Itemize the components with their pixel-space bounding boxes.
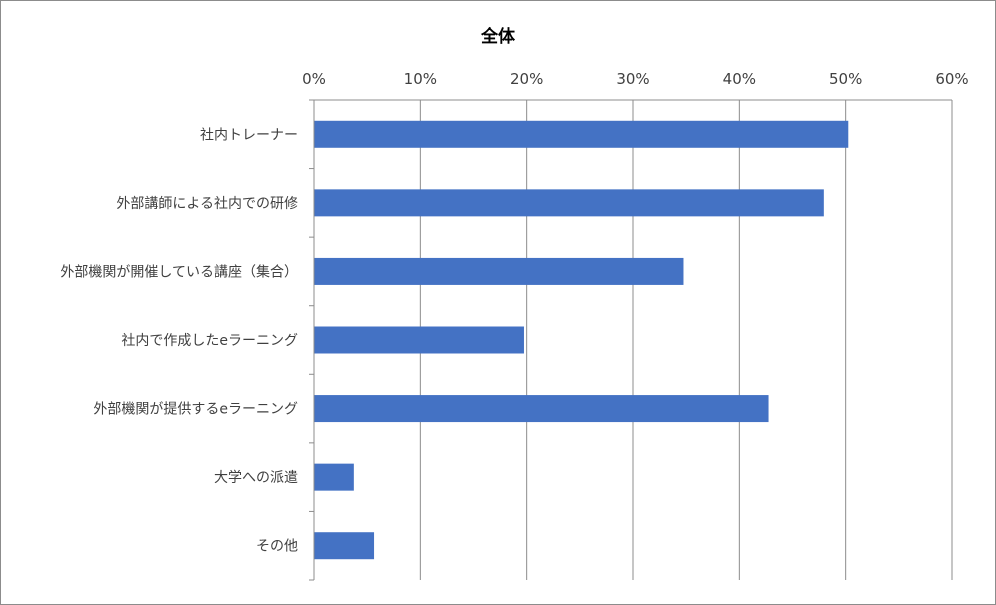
x-tick-label: 30% [616, 70, 649, 88]
bar [314, 463, 354, 491]
category-label: 社内で作成したeラーニング [121, 333, 298, 349]
x-tick-label: 40% [723, 70, 756, 88]
category-label: 外部機関が開催している講座（集合） [60, 263, 298, 280]
bar [314, 120, 849, 148]
bar [314, 326, 524, 354]
category-label: その他 [256, 539, 298, 555]
category-label: 社内トレーナー [200, 127, 298, 143]
x-tick-label: 60% [935, 70, 968, 88]
category-label: 外部講師による社内での研修 [116, 196, 298, 212]
x-tick-label: 50% [829, 70, 862, 88]
category-label: 大学への派遣 [214, 470, 298, 486]
category-label: 外部機関が提供するeラーニング [93, 402, 298, 418]
x-tick-label: 20% [510, 70, 543, 88]
chart-title: 全体 [481, 27, 515, 47]
x-tick-label: 10% [404, 70, 437, 88]
bar [314, 532, 375, 560]
bar [314, 257, 684, 285]
bar [314, 189, 824, 217]
bar [314, 395, 769, 423]
x-tick-label: 0% [302, 70, 326, 88]
